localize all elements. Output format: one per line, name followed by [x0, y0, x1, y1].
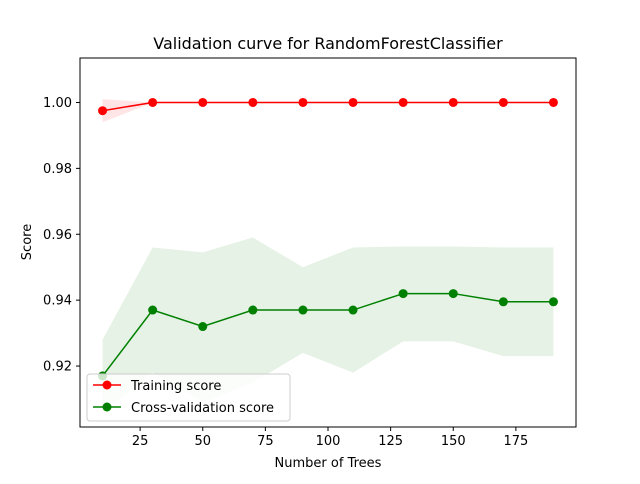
legend-label-training: Training score — [130, 379, 221, 394]
legend-marker-cv — [102, 402, 112, 412]
cv-score-point — [448, 289, 458, 299]
legend-box — [86, 373, 291, 422]
series-lines — [101, 101, 554, 377]
x-tick-label: 75 — [257, 434, 274, 449]
x-tick-label: 150 — [441, 434, 466, 449]
cv-score-point — [198, 322, 208, 332]
x-tick-label: 25 — [132, 434, 149, 449]
cv-score-point — [348, 305, 358, 315]
y-axis-label: Score — [20, 224, 35, 260]
cv-score-point — [248, 305, 258, 315]
legend: Training score Cross-validation score — [86, 373, 291, 422]
training-score-point — [298, 97, 308, 107]
cv-score-line — [101, 292, 554, 377]
training-score-point — [148, 97, 158, 107]
cv-score-point — [398, 289, 408, 299]
training-score-point — [448, 97, 458, 107]
training-score-point — [348, 97, 358, 107]
y-tick-label: 0.96 — [43, 228, 72, 243]
training-score-point — [498, 97, 508, 107]
training-score-point — [98, 106, 108, 116]
cv-score-point — [298, 305, 308, 315]
x-tick-label: 50 — [194, 434, 211, 449]
y-tick-label: 0.92 — [43, 360, 72, 375]
training-score-point — [248, 97, 258, 107]
legend-label-cv: Cross-validation score — [131, 401, 274, 416]
x-tick-label: 175 — [503, 434, 528, 449]
cv-score-point — [148, 305, 158, 315]
chart-title: Validation curve for RandomForestClassif… — [153, 34, 503, 53]
y-tick-label: 0.94 — [43, 294, 72, 309]
x-axis-ticks: 25 50 75 100 125 150 175 — [132, 427, 528, 449]
y-tick-label: 0.98 — [43, 162, 72, 177]
training-score-line — [102, 101, 554, 112]
cv-score-point — [498, 297, 508, 307]
y-axis-ticks: 0.92 0.94 0.96 0.98 1.00 — [43, 96, 80, 375]
training-score-point — [398, 97, 408, 107]
x-tick-label: 125 — [378, 434, 403, 449]
y-tick-label: 1.00 — [43, 96, 72, 111]
confidence-bands — [102, 99, 554, 413]
training-score-point — [198, 97, 208, 107]
cv-score-point — [548, 297, 558, 307]
training-score-point — [548, 97, 558, 107]
legend-marker-training — [102, 380, 112, 390]
x-tick-label: 100 — [316, 434, 341, 449]
cv-score-band — [102, 237, 554, 413]
x-axis-label: Number of Trees — [275, 456, 382, 471]
